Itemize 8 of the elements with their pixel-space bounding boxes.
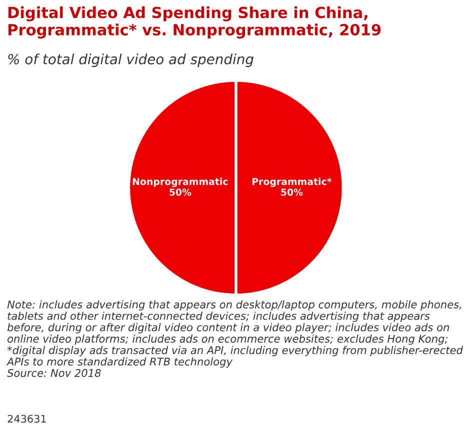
chart-subtitle: % of total digital video ad spending bbox=[8, 54, 254, 68]
text: 243631 bbox=[8, 414, 46, 423]
slice-label: Programmatic* bbox=[252, 178, 332, 188]
chart-title: Digital Video Ad Spending Share in China, Programmatic* vs. Nonprogrammatic, 2019 bbox=[8, 6, 381, 39]
data-label: 50% bbox=[170, 188, 192, 196]
data-label: 50% bbox=[281, 188, 303, 196]
slice-label: Nonprogrammatic bbox=[132, 178, 228, 188]
text: Note: includes advertising that appears on desktop/laptop computers, mobile phones, tablets and other internet-connected devices; includes advertising that appears before, during or after digital video content in a video player; includes video ads on online video platforms; includes ads on ecommerce websites; excludes Hong Kong; *digital display ads transacted via an API, including everything from publisher-erected APIs to more standardized RTB technology Source: Nov 2018 bbox=[6, 300, 463, 377]
